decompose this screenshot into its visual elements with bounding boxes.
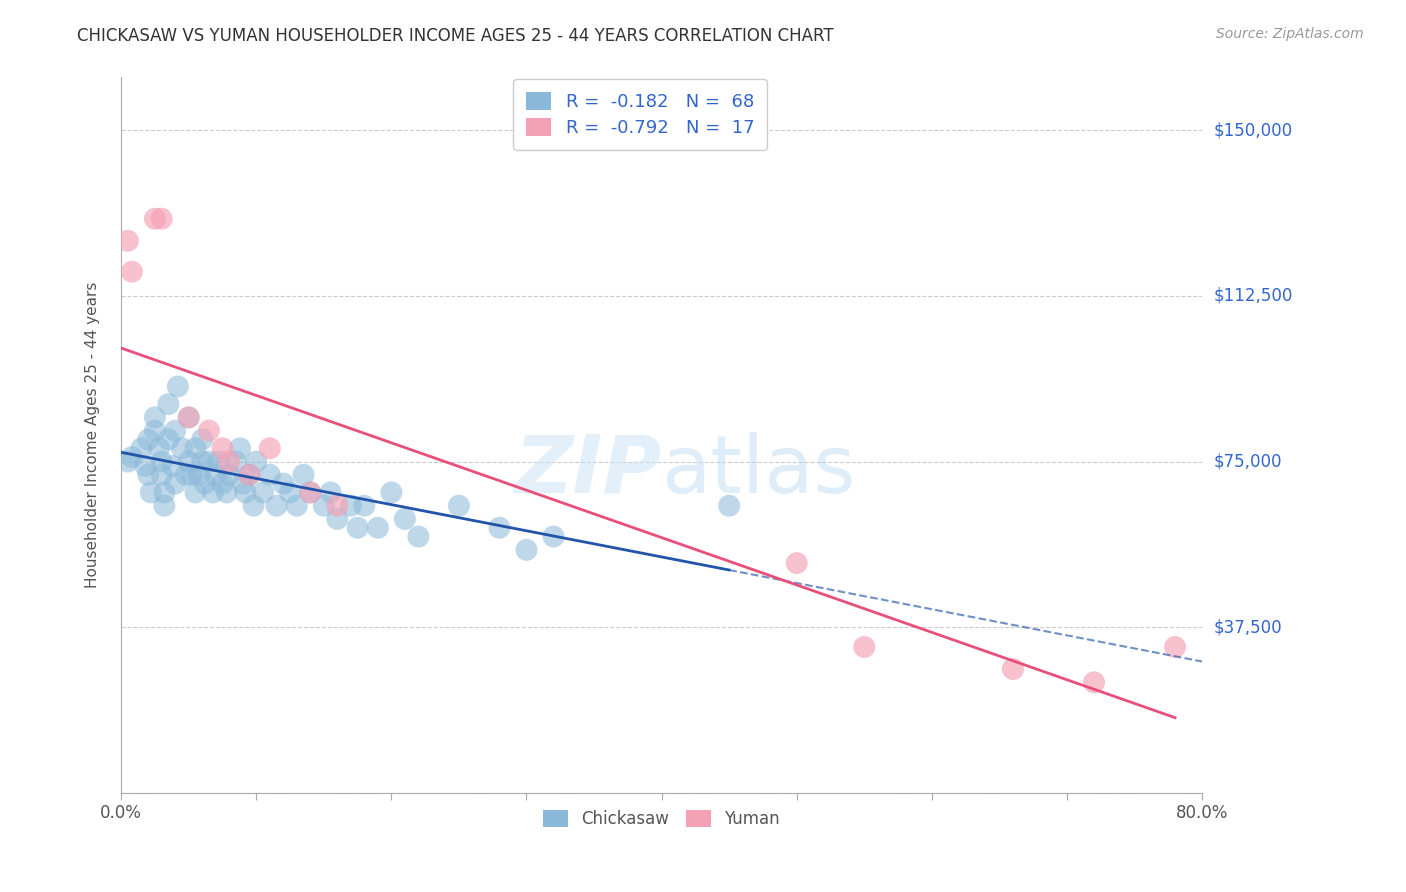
Point [184,442,207,456]
Y-axis label: Householder Income Ages 25 - 44 years: Householder Income Ages 25 - 44 years [86,282,100,588]
Point [543,530,565,544]
Point [326,512,349,526]
Point [177,410,200,425]
Point [150,467,173,482]
Point [285,499,308,513]
Point [238,467,260,482]
Point [134,458,156,473]
Point [131,442,153,456]
Point [215,485,238,500]
Point [326,499,349,513]
Point [271,476,294,491]
Point [143,424,166,438]
Point [232,476,254,491]
Point [218,454,240,468]
Point [238,467,260,482]
Point [121,450,143,464]
Text: $37,500: $37,500 [1213,618,1282,636]
Point [292,467,315,482]
Point [299,485,322,500]
Point [225,454,247,468]
Point [117,454,139,468]
Point [194,476,217,491]
Point [211,442,233,456]
Point [191,433,214,447]
Point [718,499,741,513]
Text: ZIP: ZIP [515,432,662,510]
Point [488,521,510,535]
Point [1164,640,1187,654]
Point [202,485,225,500]
Point [235,485,257,500]
Point [188,467,211,482]
Text: $150,000: $150,000 [1213,121,1292,139]
Legend: Chickasaw, Yuman: Chickasaw, Yuman [537,803,787,834]
Point [408,530,430,544]
Point [278,485,301,500]
Point [153,485,176,500]
Point [447,499,470,513]
Point [198,454,221,468]
Text: $75,000: $75,000 [1213,452,1282,471]
Point [319,485,342,500]
Point [515,542,537,557]
Point [139,485,162,500]
Point [367,521,389,535]
Point [143,410,166,425]
Text: Source: ZipAtlas.com: Source: ZipAtlas.com [1216,27,1364,41]
Point [252,485,274,500]
Point [117,234,139,248]
Point [786,556,808,570]
Point [299,485,322,500]
Point [165,424,187,438]
Point [157,397,180,411]
Point [177,454,200,468]
Point [340,499,363,513]
Point [148,442,170,456]
Point [143,211,166,226]
Point [198,424,221,438]
Text: $112,500: $112,500 [1213,287,1292,305]
Point [180,467,202,482]
Point [394,512,416,526]
Point [167,379,190,393]
Point [312,499,335,513]
Point [177,410,200,425]
Point [174,467,197,482]
Point [229,442,252,456]
Point [259,442,281,456]
Point [136,467,159,482]
Point [211,476,233,491]
Text: atlas: atlas [662,432,856,510]
Point [853,640,876,654]
Point [162,458,184,473]
Point [184,485,207,500]
Point [266,499,288,513]
Point [207,454,229,468]
Point [346,521,368,535]
Point [218,467,240,482]
Point [204,467,226,482]
Point [380,485,402,500]
Point [259,467,281,482]
Text: CHICKASAW VS YUMAN HOUSEHOLDER INCOME AGES 25 - 44 YEARS CORRELATION CHART: CHICKASAW VS YUMAN HOUSEHOLDER INCOME AG… [77,27,834,45]
Point [170,442,193,456]
Point [242,499,264,513]
Point [150,211,173,226]
Point [191,454,214,468]
Point [153,499,176,513]
Point [165,476,187,491]
Point [150,454,173,468]
Point [245,454,267,468]
Point [157,433,180,447]
Point [353,499,375,513]
Point [1083,675,1105,690]
Point [136,433,159,447]
Point [1001,662,1024,676]
Point [121,265,143,279]
